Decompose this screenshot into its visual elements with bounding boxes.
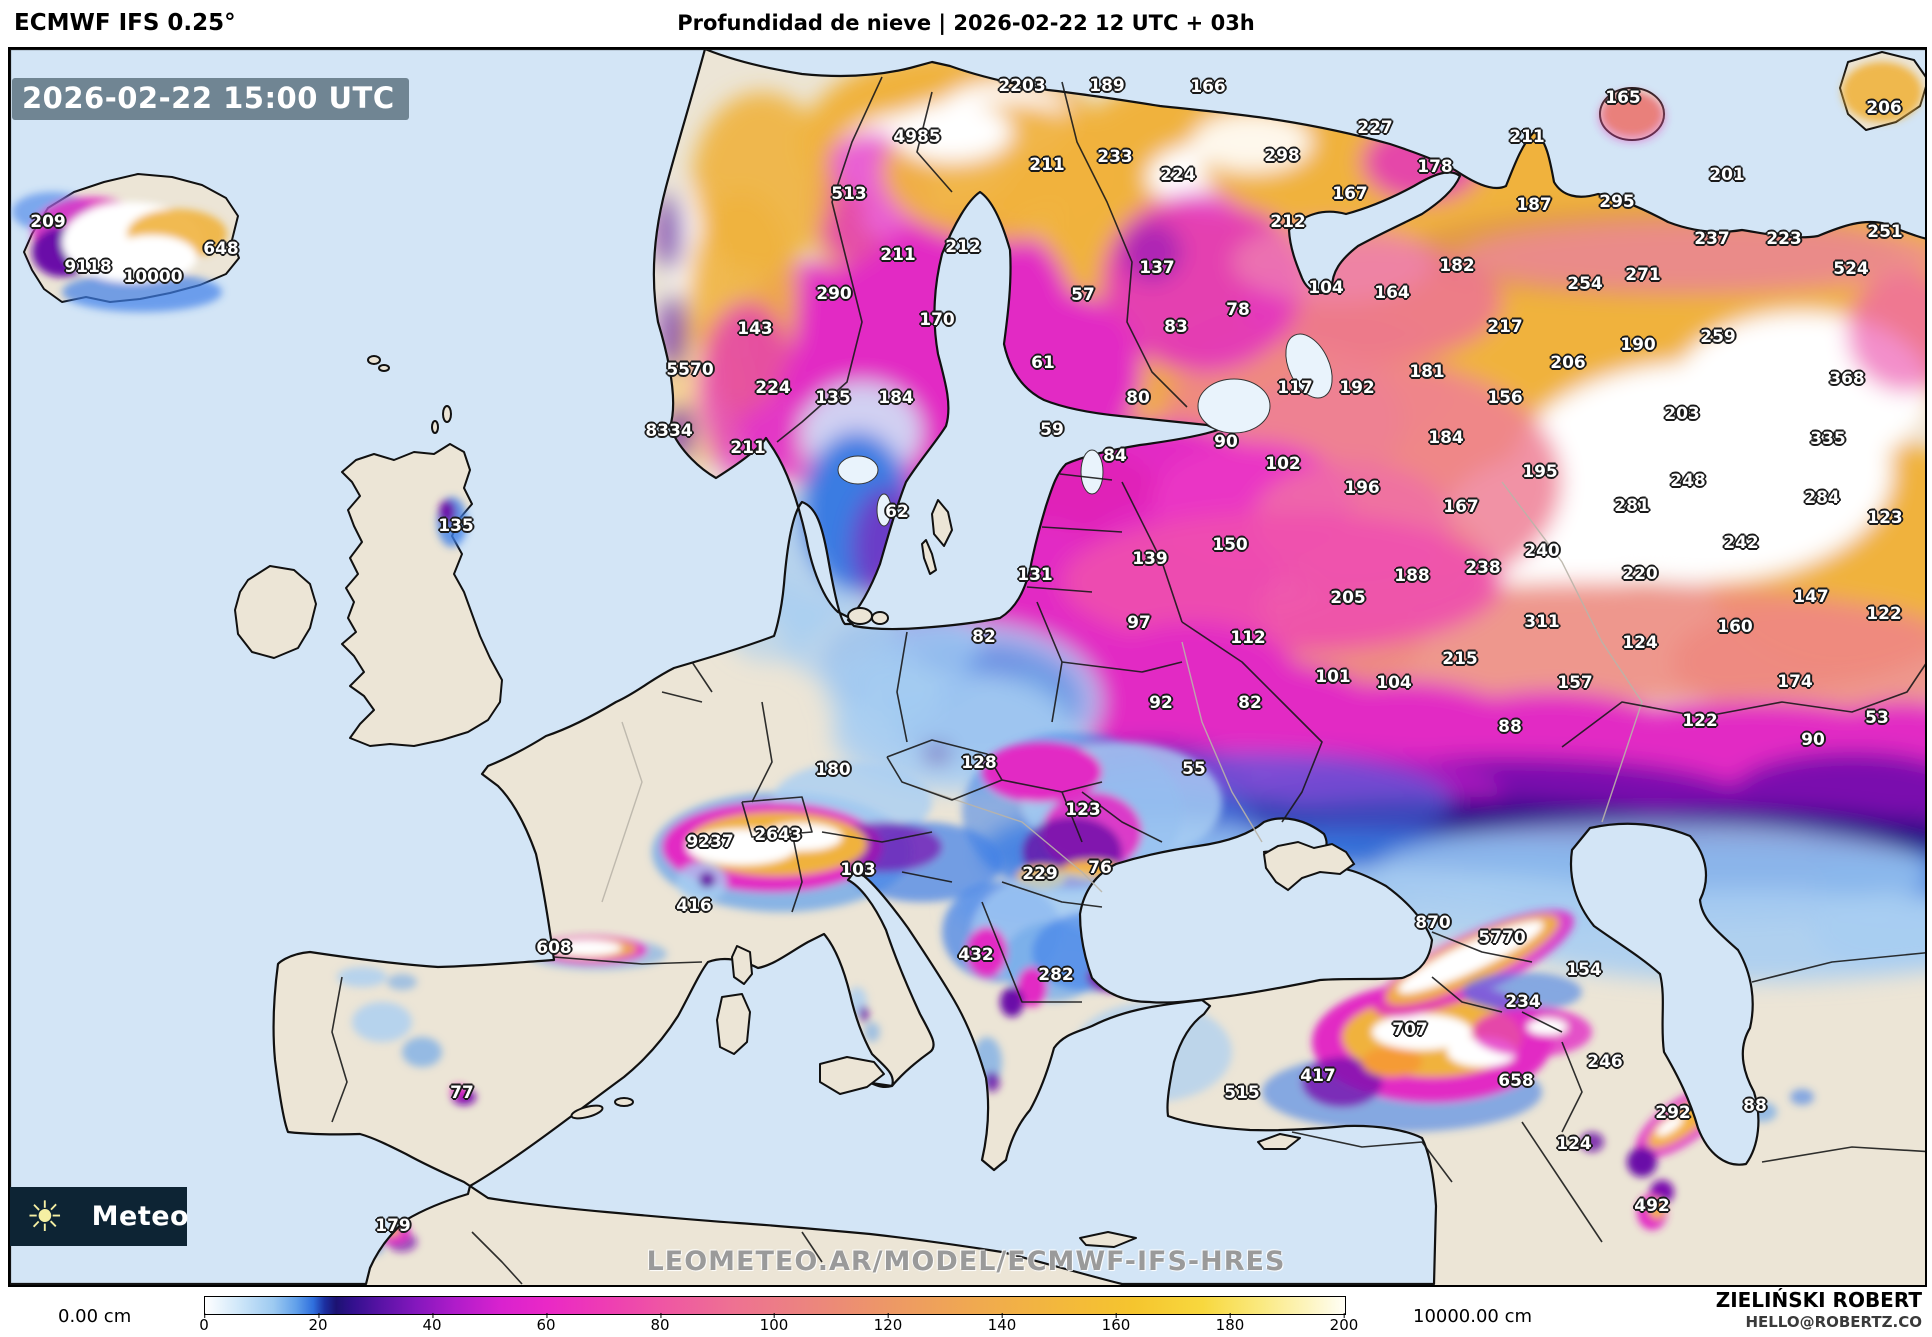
colorbar-tick-label: 180 bbox=[1215, 1313, 1245, 1334]
sardinia bbox=[716, 993, 751, 1055]
legend-max-label: 10000.00 cm bbox=[1413, 1306, 1533, 1327]
timestamp-overlay: 2026-02-22 15:00 UTC bbox=[12, 78, 409, 120]
watermark: LEOMETEO.AR/MODEL/ECMWF-IFS-HRES bbox=[646, 1246, 1286, 1277]
great-britain bbox=[341, 443, 503, 747]
cyprus bbox=[1257, 1133, 1301, 1150]
colorbar-tick-label: 200 bbox=[1329, 1313, 1359, 1334]
corsica bbox=[731, 945, 753, 985]
colorbar-tick-label: 160 bbox=[1101, 1313, 1131, 1334]
colorbar-tick-label: 20 bbox=[308, 1313, 328, 1334]
page-title: Profundidad de nieve | 2026-02-22 12 UTC… bbox=[677, 11, 1255, 35]
country-borders bbox=[331, 76, 1925, 1285]
black-sea bbox=[1078, 817, 1434, 1004]
sun-icon: ☀ bbox=[26, 1191, 64, 1241]
sicily bbox=[819, 1056, 885, 1095]
colorbar-tick-label: 0 bbox=[199, 1313, 209, 1334]
rivers bbox=[601, 481, 1643, 903]
ireland bbox=[234, 565, 317, 659]
crete bbox=[1079, 1231, 1137, 1248]
credit-email: HELLO@ROBERTZ.CO bbox=[1745, 1313, 1922, 1331]
colorbar-tick-label: 100 bbox=[759, 1313, 789, 1334]
logo-badge: ☀ Meteo bbox=[10, 1187, 190, 1246]
lakes bbox=[837, 333, 1333, 527]
colorbar-tick-label: 40 bbox=[422, 1313, 442, 1334]
model-label: ECMWF IFS 0.25° bbox=[14, 10, 236, 36]
legend-min-label: 0.00 cm bbox=[58, 1306, 132, 1327]
map-canvas bbox=[8, 47, 1927, 1287]
oland bbox=[921, 539, 937, 575]
colorbar-tick-label: 120 bbox=[873, 1313, 903, 1334]
island-snow bbox=[12, 62, 1922, 547]
colorbar-tick-label: 140 bbox=[987, 1313, 1017, 1334]
colorbar-tick-label: 60 bbox=[536, 1313, 556, 1334]
white-sea bbox=[1287, 171, 1462, 295]
mediterranean-sea bbox=[468, 870, 1438, 1285]
colorbar-tick-label: 80 bbox=[650, 1313, 670, 1334]
logo-text: Meteo bbox=[91, 1201, 190, 1232]
crimea bbox=[1262, 840, 1356, 892]
gotland bbox=[931, 499, 953, 547]
caspian-sea bbox=[1569, 822, 1760, 1166]
credit-name: ZIELIŃSKI ROBERT bbox=[1715, 1288, 1922, 1312]
colorbar bbox=[204, 1296, 1346, 1315]
europe-map bbox=[10, 49, 1925, 1285]
